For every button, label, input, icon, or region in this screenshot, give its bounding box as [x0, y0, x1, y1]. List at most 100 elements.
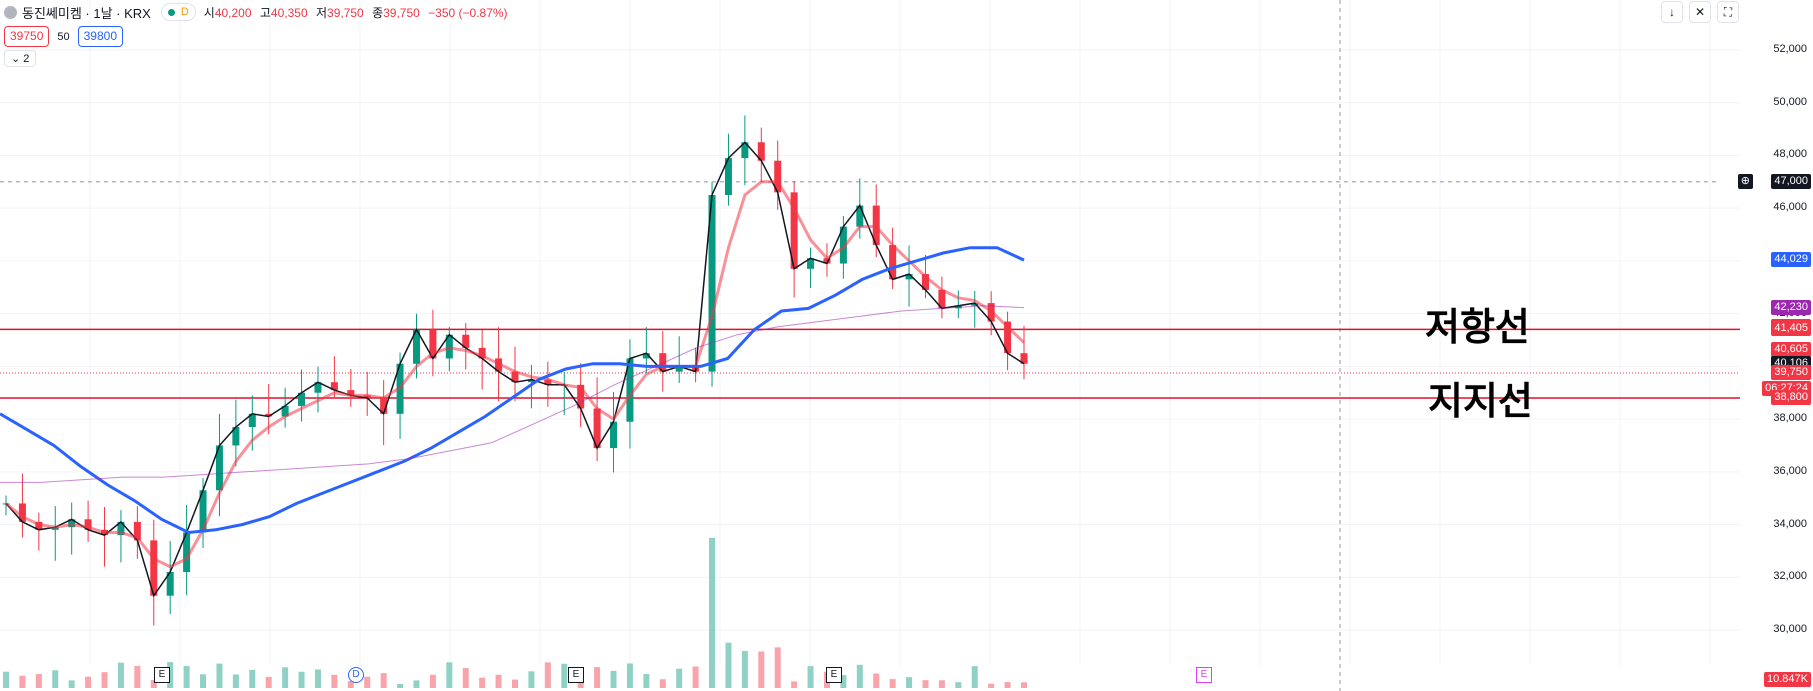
candle-body: [675, 366, 683, 372]
candle-body: [117, 521, 125, 536]
candle-body: [626, 358, 634, 422]
volume-label: 10.847K: [1764, 672, 1811, 687]
download-button[interactable]: ↓: [1661, 1, 1683, 23]
event-marker[interactable]: E: [568, 667, 584, 683]
candle-body: [84, 519, 92, 530]
candle-body: [708, 195, 716, 372]
arrow-down-icon: ↓: [1669, 5, 1675, 19]
ma-line-3: [0, 305, 1025, 483]
fullscreen-icon: ⛶: [1723, 5, 1733, 19]
collapse-button[interactable]: ✕: [1689, 1, 1711, 23]
indicator-count: 2: [23, 53, 30, 65]
volume-bar: [741, 650, 748, 688]
candle-body: [232, 427, 240, 446]
candle-body: [199, 490, 207, 533]
candle-body: [298, 392, 306, 406]
price-tick: 52,000: [1773, 43, 1807, 55]
market-status-badge[interactable]: D: [160, 3, 196, 21]
trade-buttons: 39750 50 39800: [4, 26, 123, 47]
price-label: 38,800: [1771, 390, 1811, 405]
buy-button[interactable]: 39800: [77, 26, 123, 47]
volume-bar: [774, 647, 781, 688]
symbol-title[interactable]: 동진쎄미켐 · 1날 · KRX: [22, 5, 151, 21]
price-label: 44,029: [1771, 252, 1811, 268]
volume-bar: [85, 676, 92, 688]
candle-body: [380, 398, 388, 414]
price-tick: 50,000: [1773, 95, 1807, 108]
candle-body: [215, 445, 223, 491]
volume-bar: [380, 673, 387, 688]
ma-line-2: [0, 246, 1025, 535]
price-tick: 48,000: [1773, 148, 1807, 161]
event-marker[interactable]: E: [154, 667, 170, 683]
volume-bar: [52, 670, 59, 688]
volume-bar: [709, 537, 716, 688]
volume-bar: [413, 680, 420, 688]
candle-body: [1004, 321, 1012, 354]
candle-body: [150, 540, 158, 596]
candle-body: [610, 421, 618, 449]
candle-body: [790, 192, 798, 269]
open-value: 40,200: [214, 5, 252, 20]
volume-bar: [68, 680, 75, 688]
candle-body: [314, 382, 322, 393]
candle-body: [281, 405, 289, 417]
volume-bar: [19, 675, 26, 688]
candle-body: [478, 347, 486, 359]
support-label: 지지선: [1428, 379, 1533, 423]
add-alert-icon[interactable]: ⊕: [1737, 173, 1753, 189]
volume-bar: [35, 674, 42, 688]
price-tick: 32,000: [1773, 570, 1807, 583]
volume-bar: [462, 668, 469, 688]
volume-bar: [167, 662, 174, 688]
volume-bar: [906, 677, 913, 688]
candle-body: [593, 408, 601, 449]
volume-bar: [840, 675, 847, 688]
candle-body: [412, 329, 420, 364]
volume-bar: [643, 674, 650, 688]
volume-bar: [659, 679, 666, 688]
volume-bar: [544, 662, 551, 688]
ma-line-1: [5, 180, 1026, 569]
volume-bar: [216, 663, 223, 688]
resistance-label: 저항선: [1425, 305, 1530, 349]
volume-bar: [512, 679, 518, 688]
volume-bar: [347, 681, 354, 688]
close-label: 종: [372, 5, 384, 20]
volume-bar: [807, 666, 814, 688]
event-marker[interactable]: E: [1196, 667, 1212, 683]
candle-body: [133, 521, 141, 541]
volume-bar: [922, 680, 929, 688]
volume-bar: [889, 679, 896, 688]
event-marker[interactable]: E: [826, 667, 842, 683]
volume-bar: [528, 671, 535, 688]
low-label: 저: [315, 5, 328, 20]
volume-bar: [938, 680, 945, 688]
event-marker[interactable]: D: [348, 667, 364, 683]
sell-button[interactable]: 39750: [4, 26, 50, 47]
spread-value: 50: [57, 30, 70, 43]
candle-body: [659, 353, 667, 372]
price-label: 40,605: [1771, 342, 1811, 358]
high-value: 40,350: [270, 5, 308, 20]
fullscreen-button[interactable]: ⛶: [1717, 1, 1739, 23]
volume-bar: [249, 669, 256, 688]
chart-legend: 동진쎄미켐 · 1날 · KRX D 시40,200 고40,350 저39,7…: [4, 2, 513, 22]
candle-body: [774, 160, 782, 193]
volume-bar: [183, 666, 190, 688]
volume-bar: [314, 669, 321, 688]
volume-bar: [495, 674, 502, 688]
data-delay-letter: D: [180, 6, 189, 18]
candle-body: [757, 142, 765, 161]
volume-bar: [758, 651, 765, 688]
indicators-collapse-button[interactable]: ⌄ 2: [4, 50, 37, 67]
volume-bar: [1021, 682, 1027, 688]
candle-body: [18, 503, 26, 522]
price-label: 42,230: [1771, 299, 1811, 315]
volume-bar: [856, 664, 863, 688]
candle-body: [330, 382, 338, 391]
candle-body: [724, 158, 732, 195]
candle-body: [839, 226, 847, 264]
candle-body: [1020, 353, 1028, 364]
